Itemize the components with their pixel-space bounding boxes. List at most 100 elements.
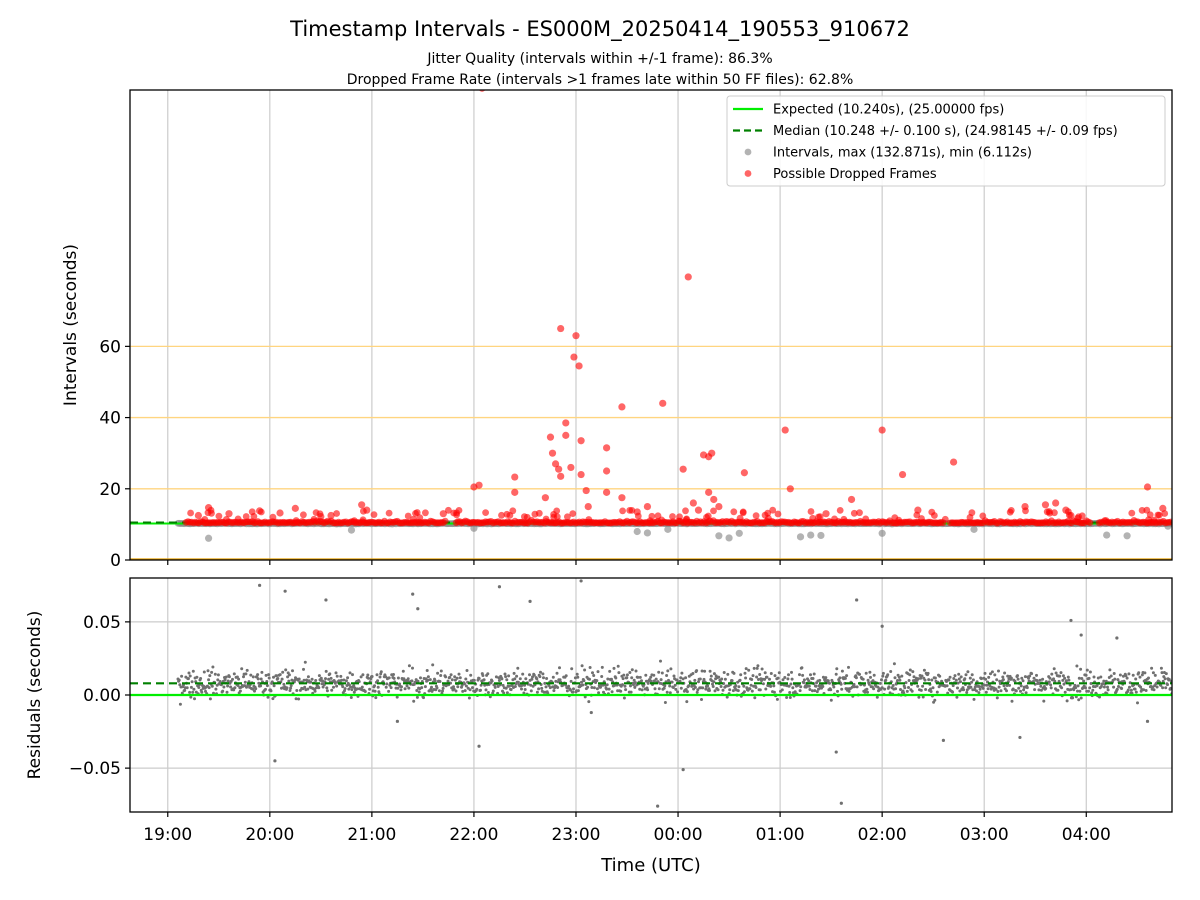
residual-point [956, 686, 959, 690]
residual-point [1052, 677, 1056, 681]
residual-point [674, 687, 678, 691]
residual-point [569, 688, 572, 692]
residual-point [1142, 688, 1146, 692]
residual-point [852, 682, 856, 686]
residual-point [728, 688, 732, 692]
residual-point [672, 674, 676, 678]
dropped-frame-point [410, 515, 417, 523]
top-y-tick-label: 20 [99, 480, 121, 500]
residual-point [293, 678, 297, 682]
residual-point [605, 683, 609, 687]
residual-point [617, 671, 621, 675]
interval-point [633, 527, 641, 536]
residual-point [275, 674, 279, 678]
dropped-frame-point [831, 515, 838, 523]
residual-point [529, 689, 533, 693]
residual-point [1143, 671, 1147, 675]
residual-point [197, 686, 201, 689]
x-tick-label: 19:00 [143, 825, 192, 845]
residual-point [366, 673, 370, 677]
residual-point [919, 688, 923, 692]
residual-point [657, 670, 661, 674]
residual-point [665, 674, 669, 677]
residual-point [948, 675, 952, 679]
residual-point [352, 690, 356, 694]
residual-point [291, 669, 294, 673]
residual-point [712, 672, 716, 676]
residual-point [644, 673, 648, 677]
dropped-frame-point [1150, 516, 1158, 524]
residual-point [1090, 691, 1094, 695]
residual-point [187, 671, 191, 675]
residual-point [753, 696, 757, 700]
residual-point [360, 685, 364, 689]
dropped-frame-point [1062, 506, 1070, 514]
residual-point [755, 666, 759, 670]
dropped-frame-point [786, 485, 794, 493]
residual-point [777, 671, 781, 675]
residual-point [808, 688, 812, 691]
residual-point [575, 672, 579, 676]
residual-point [638, 687, 642, 691]
residual-point [607, 687, 611, 691]
residual-point [245, 668, 249, 672]
residual-point [763, 677, 767, 681]
residual-point [1102, 685, 1106, 689]
residual-point [807, 679, 811, 683]
residual-point [532, 673, 536, 677]
residual-point [294, 697, 298, 701]
dropped-frame-point [441, 517, 449, 525]
x-tick-label: 23:00 [551, 825, 600, 845]
residual-point [441, 686, 445, 690]
residual-point [786, 677, 790, 681]
residual-point [801, 673, 805, 677]
residual-point [325, 689, 329, 693]
residual-point [502, 691, 506, 695]
residual-point [289, 686, 293, 690]
residual-point [1075, 664, 1079, 668]
interval-point [347, 526, 356, 534]
dropped-frame-point [413, 509, 421, 516]
residual-point [696, 688, 700, 692]
residual-point [847, 665, 850, 669]
residual-point [222, 685, 226, 689]
dropped-frame-point [856, 509, 863, 517]
residual-point [542, 676, 545, 680]
residual-point [1050, 672, 1054, 676]
residual-point [964, 673, 968, 677]
residual-point [374, 696, 378, 700]
dropped-frame-point [292, 517, 300, 524]
residual-point [558, 666, 561, 670]
residual-point [286, 675, 290, 679]
residual-point [1005, 689, 1008, 693]
dropped-frame-point [577, 437, 585, 445]
residual-point [622, 673, 626, 677]
residual-point [790, 677, 794, 681]
residual-point [927, 678, 931, 682]
residual-point [619, 689, 623, 693]
interval-point [1123, 532, 1131, 540]
residual-point [929, 687, 932, 691]
dropped-frame-point [562, 431, 570, 439]
dropped-frame-point [557, 324, 565, 333]
residual-point [513, 677, 517, 681]
residual-point [1124, 674, 1128, 678]
dropped-frame-point [570, 353, 578, 361]
residual-point [189, 695, 193, 699]
residual-point [395, 719, 399, 723]
residual-point [518, 677, 522, 681]
residual-point [237, 677, 241, 681]
residual-point [310, 677, 314, 681]
residual-point [1098, 695, 1101, 699]
residual-point [921, 695, 925, 699]
residual-point [832, 685, 836, 689]
residual-point [180, 674, 184, 678]
interval-point [725, 534, 733, 542]
residual-point [191, 690, 195, 694]
residual-point [218, 680, 222, 683]
residual-point [195, 675, 199, 679]
residual-point [973, 685, 977, 689]
residual-point [415, 689, 419, 692]
residual-point [1037, 688, 1041, 692]
